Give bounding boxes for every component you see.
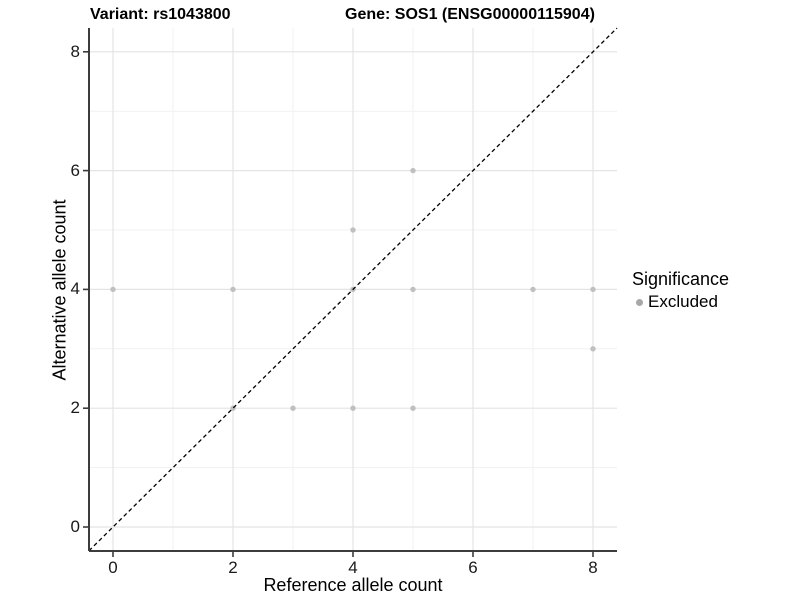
data-point <box>530 286 536 293</box>
y-tick-label: 2 <box>70 398 80 418</box>
data-point <box>110 286 116 293</box>
plot-title-variant: Variant: rs1043800 <box>90 6 231 23</box>
data-point <box>410 167 416 174</box>
x-tick-label: 6 <box>468 558 478 577</box>
x-tick-label: 0 <box>108 558 118 577</box>
data-point <box>350 405 356 411</box>
legend-item-label: Excluded <box>648 292 718 311</box>
x-tick-label: 8 <box>588 558 598 577</box>
data-point <box>230 286 236 293</box>
plot-title-gene: Gene: SOS1 (ENSG00000115904) <box>345 6 595 23</box>
legend-item-excluded: Excluded <box>632 292 729 312</box>
legend-title: Significance <box>632 269 730 289</box>
data-point <box>290 405 296 411</box>
data-point <box>410 405 416 411</box>
data-point <box>590 346 596 352</box>
x-tick-label: 2 <box>228 558 238 577</box>
x-axis-title: Reference allele count <box>263 575 443 595</box>
data-point <box>410 286 416 293</box>
data-point <box>590 286 596 293</box>
y-tick-label: 0 <box>70 517 80 536</box>
identity-reference-line <box>88 27 618 552</box>
legend: Significance Excluded <box>632 269 729 312</box>
x-tick-label: 4 <box>348 558 358 577</box>
excluded-point-icon <box>636 298 643 306</box>
y-tick-label: 4 <box>70 279 80 299</box>
data-point <box>350 227 356 233</box>
y-axis-title: Alternative allele count <box>49 199 70 381</box>
y-tick-label: 6 <box>70 160 80 180</box>
y-tick-label: 8 <box>70 41 80 61</box>
